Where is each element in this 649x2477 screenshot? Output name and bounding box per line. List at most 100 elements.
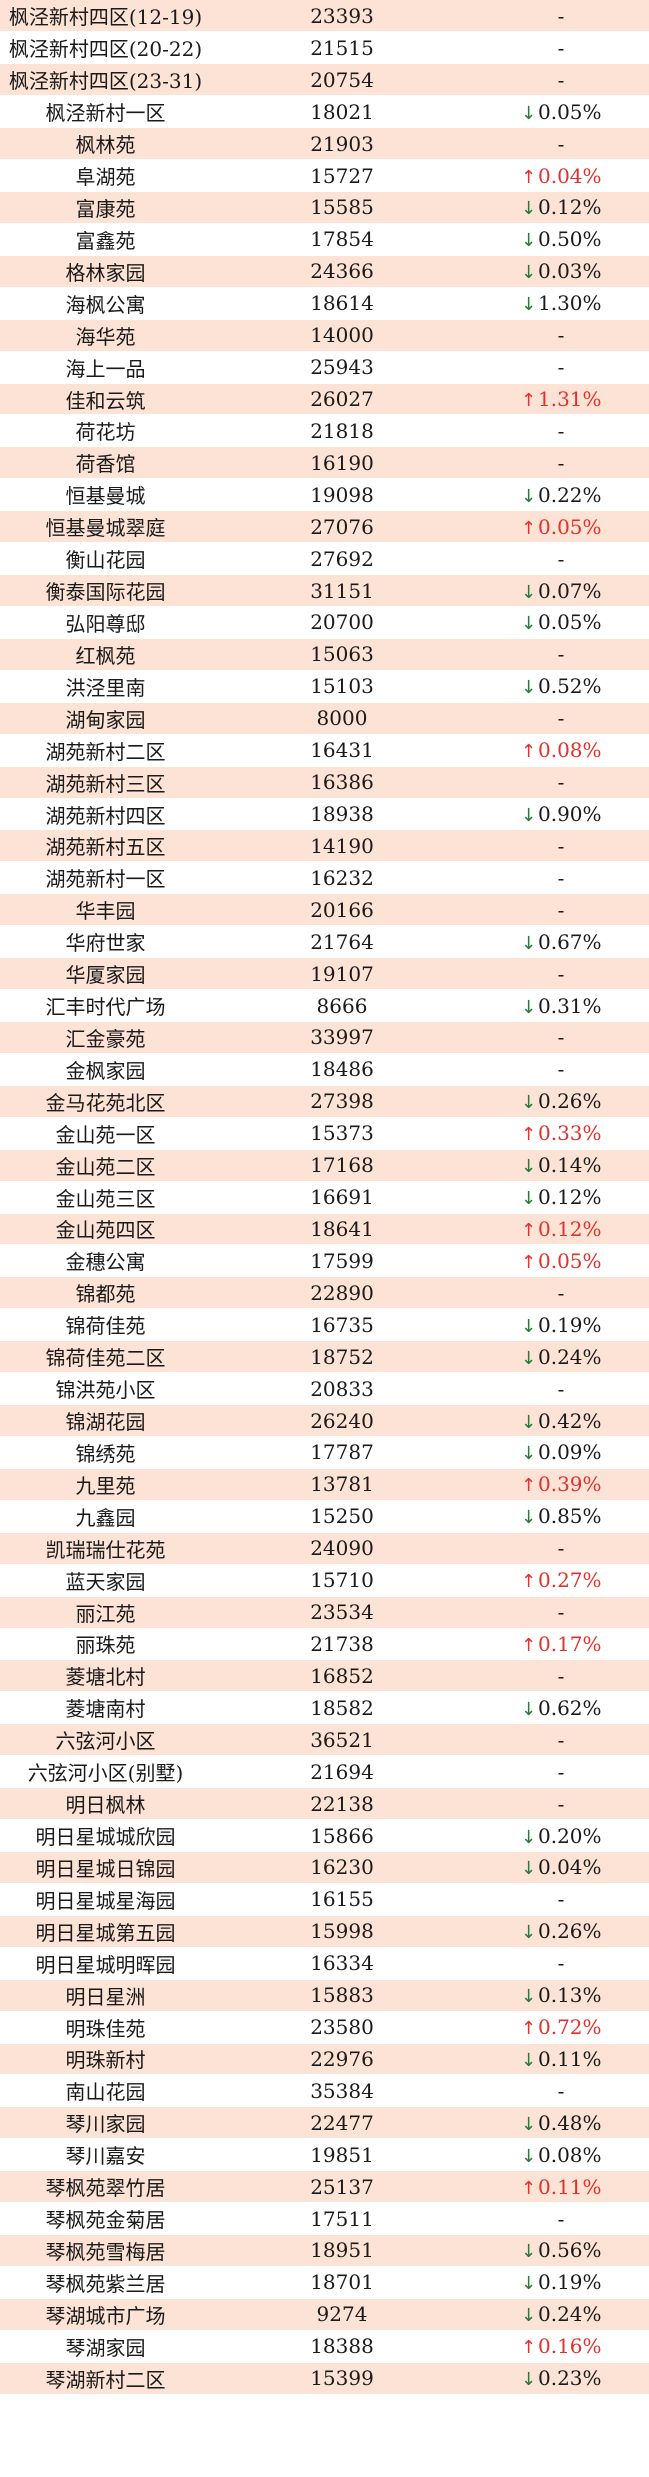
price-change: - [473,351,649,384]
average-price: 21818 [211,414,473,448]
table-row: 明日星洲 15883 ↓0.13% [0,1979,649,2012]
change-value: 0.67% [538,929,602,954]
average-price: 16334 [211,1947,473,1980]
table-row: 荷香馆 16190- [0,446,649,480]
average-price: 8000 [211,702,473,735]
average-price: 19098 [211,478,473,512]
table-row: 华厦家园 19107- [0,957,649,991]
price-change: ↑0.16% [473,2330,649,2363]
price-change: ↓0.05% [473,606,649,639]
table-row: 琴湖城市广场 9274 ↓0.24% [0,2298,649,2331]
table-row: 海枫公寓 18614 ↓1.30% [0,287,649,320]
arrow-down-icon: ↓ [521,230,537,252]
average-price: 15727 [211,159,473,193]
arrow-up-icon: ↑ [521,1124,537,1146]
table-row: 锦荷佳苑 16735 ↓0.19% [0,1308,649,1342]
price-change: ↑0.08% [473,734,649,767]
average-price: 22138 [211,1787,473,1821]
price-change: - [473,1021,649,1054]
table-row: 金山苑四区 18641 ↑0.12% [0,1213,649,1246]
price-change: ↓1.30% [473,287,649,320]
arrow-up-icon: ↑ [521,517,537,539]
price-change: ↑0.12% [473,1213,649,1246]
average-price: 18388 [211,2330,473,2363]
community-name: 金山苑二区 [0,1149,211,1182]
average-price: 8666 [211,989,473,1022]
change-value: 0.23% [538,2366,602,2391]
average-price: 26027 [211,383,473,416]
price-change: ↓0.22% [473,478,649,512]
average-price: 21515 [211,31,473,65]
arrow-down-icon: ↓ [521,1443,537,1465]
table-row: 衡山花园 27692- [0,542,649,576]
community-name: 九鑫园 [0,1500,211,1533]
community-name: 菱塘南村 [0,1691,211,1725]
average-price: 17787 [211,1436,473,1469]
community-name: 六弦河小区 [0,1723,211,1757]
table-row: 格林家园 24366 ↓0.03% [0,255,649,288]
price-change: - [473,1276,649,1310]
arrow-down-icon: ↓ [521,1826,537,1848]
table-row: 凯瑞瑞仕花苑 24090- [0,1532,649,1565]
price-table-body: 枫泾新村四区(12-19) 23393- 枫泾新村四区(20-22) 21515- 枫泾… [0,0,649,2395]
community-name: 荷香馆 [0,446,211,480]
arrow-down-icon: ↓ [521,613,537,635]
community-name: 蓝天家园 [0,1564,211,1597]
average-price: 27692 [211,542,473,576]
price-change: ↑0.17% [473,1628,649,1661]
price-change: - [473,446,649,480]
table-row: 湖甸家园 8000- [0,702,649,735]
community-name: 华丰园 [0,893,211,927]
average-price: 20166 [211,893,473,927]
price-change: ↓0.48% [473,2106,649,2140]
table-row: 琴湖新村二区 15399 ↓0.23% [0,2362,649,2395]
arrow-up-icon: ↑ [521,1251,537,1273]
community-name: 衡山花园 [0,542,211,576]
community-name: 琴枫苑雪梅居 [0,2234,211,2267]
price-table: 枫泾新村四区(12-19) 23393- 枫泾新村四区(20-22) 21515- 枫泾… [0,0,649,2395]
change-value: 0.03% [538,259,602,284]
price-change: ↓0.26% [473,1915,649,1948]
community-name: 格林家园 [0,255,211,288]
table-row: 红枫苑 15063- [0,638,649,671]
average-price: 18614 [211,287,473,320]
arrow-up-icon: ↑ [521,166,537,188]
average-price: 17854 [211,223,473,256]
price-change: ↑0.11% [473,2170,649,2204]
table-row: 蓝天家园 15710 ↑0.27% [0,1564,649,1597]
price-change: ↓0.14% [473,1149,649,1182]
community-name: 华厦家园 [0,957,211,991]
community-name: 金山苑四区 [0,1213,211,1246]
table-row: 海上一品 25943- [0,351,649,384]
change-value: 0.42% [538,1408,602,1433]
community-name: 锦都苑 [0,1276,211,1310]
price-change: ↓0.90% [473,798,649,831]
price-change: - [473,414,649,448]
change-value: 1.31% [538,387,602,412]
change-value: 0.27% [538,1568,602,1593]
change-value: 0.26% [538,1919,602,1944]
change-value: 0.08% [538,738,602,763]
table-row: 湖苑新村一区 16232- [0,861,649,895]
price-change: - [473,1596,649,1629]
price-change: - [473,1372,649,1406]
arrow-down-icon: ↓ [521,262,537,284]
community-name: 枫泾新村一区 [0,95,211,129]
table-row: 琴枫苑雪梅居 18951 ↓0.56% [0,2234,649,2267]
table-row: 金山苑一区 15373 ↑0.33% [0,1117,649,1150]
table-row: 金马花苑北区 27398 ↓0.26% [0,1085,649,1118]
table-row: 华府世家 21764 ↓0.67% [0,925,649,959]
community-name: 锦绣苑 [0,1436,211,1469]
table-row: 佳和云筑 26027 ↑1.31% [0,383,649,416]
change-value: 0.24% [538,1344,602,1369]
table-row: 锦绣苑 17787 ↓0.09% [0,1436,649,1469]
price-change: ↓0.09% [473,1436,649,1469]
community-name: 九里苑 [0,1468,211,1501]
change-value: 0.48% [538,2110,602,2135]
community-name: 富鑫苑 [0,223,211,256]
community-name: 金马花苑北区 [0,1085,211,1118]
arrow-up-icon: ↑ [521,1634,537,1656]
community-name: 湖苑新村四区 [0,798,211,831]
community-name: 琴湖新村二区 [0,2362,211,2395]
community-name: 湖甸家园 [0,702,211,735]
